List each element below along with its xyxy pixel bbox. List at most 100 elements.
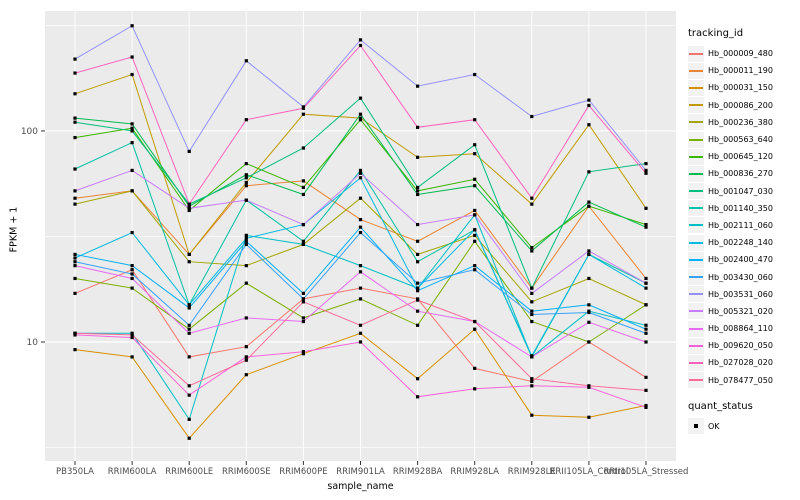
legend-label: Hb_000086_200 — [708, 100, 773, 110]
data-point — [130, 72, 134, 77]
data-point — [130, 230, 134, 235]
data-point — [130, 276, 134, 281]
data-point — [530, 384, 534, 388]
data-point — [358, 112, 363, 116]
data-point — [587, 276, 591, 281]
data-point — [244, 358, 248, 362]
data-point — [416, 155, 420, 159]
data-point — [587, 200, 591, 204]
data-point — [187, 417, 191, 421]
data-point — [73, 260, 77, 264]
data-point — [473, 72, 477, 77]
legend-line-swatch — [689, 121, 703, 124]
data-point — [73, 333, 77, 337]
data-point — [530, 300, 534, 304]
data-point — [130, 126, 134, 130]
data-point — [187, 260, 191, 264]
data-point — [358, 118, 363, 122]
data-point — [244, 373, 248, 377]
data-point — [416, 222, 420, 227]
data-point — [530, 114, 534, 119]
data-point — [644, 303, 648, 307]
data-point — [130, 355, 134, 359]
x-tick-label: RRIM901LA — [336, 467, 385, 477]
data-point — [187, 149, 191, 153]
legend-entry: Hb_008864_110 — [688, 320, 798, 337]
data-point — [358, 43, 363, 48]
data-point — [530, 196, 534, 200]
data-point — [473, 208, 477, 213]
data-point — [301, 239, 305, 243]
data-point — [73, 202, 77, 206]
data-point — [301, 242, 305, 246]
data-point — [644, 403, 648, 408]
data-point — [473, 327, 477, 331]
legend-entry: Hb_003531_060 — [688, 286, 798, 303]
square-point-icon — [694, 424, 698, 429]
legend-line-swatch — [689, 172, 703, 175]
legend-line-swatch — [689, 310, 703, 313]
data-point — [187, 303, 191, 307]
data-point — [244, 59, 248, 63]
data-point — [473, 177, 477, 181]
data-point — [244, 239, 248, 243]
legend-entries: Hb_000009_480 Hb_000011_190 Hb_000031_150 H… — [688, 45, 798, 389]
data-point — [301, 185, 305, 190]
data-point — [301, 350, 305, 354]
legend-label: Hb_000836_270 — [708, 169, 773, 179]
data-point — [530, 312, 534, 317]
data-point — [301, 319, 305, 324]
legend-label: Hb_003531_060 — [708, 289, 773, 299]
data-point — [244, 180, 248, 185]
data-point — [530, 355, 534, 359]
data-point — [358, 218, 363, 222]
data-point — [644, 286, 648, 290]
legend-entry: Hb_000009_480 — [688, 45, 798, 62]
quant-status-entry: OK — [688, 418, 798, 435]
data-point — [73, 348, 77, 352]
legend-label: Hb_009620_050 — [708, 341, 773, 351]
data-point — [244, 264, 248, 268]
legend-key — [688, 183, 704, 200]
data-point — [358, 168, 363, 173]
data-point — [530, 377, 534, 381]
data-point — [644, 222, 648, 227]
x-tick-label: RRII105LA_Control — [550, 467, 629, 477]
data-point — [130, 189, 134, 193]
data-point — [587, 415, 591, 419]
legend-key — [688, 337, 704, 354]
data-point — [73, 92, 77, 96]
data-point — [416, 84, 420, 88]
quant-status-key — [688, 418, 704, 435]
legend-label: Hb_005321_020 — [708, 306, 773, 316]
x-tick-label: RRIM600LA — [108, 467, 157, 477]
data-point — [73, 135, 77, 140]
data-point — [644, 281, 648, 285]
data-point — [73, 57, 77, 61]
legend-line-swatch — [689, 344, 703, 347]
data-point — [244, 184, 248, 188]
legend-label: Hb_000031_150 — [708, 83, 773, 93]
data-point — [301, 179, 305, 183]
data-point — [244, 118, 248, 122]
quant-status-legend: quant_status OK — [688, 401, 798, 435]
legend-key — [688, 303, 704, 320]
legend-key — [688, 165, 704, 182]
data-point — [301, 106, 305, 110]
data-point — [416, 298, 420, 302]
legend-entry: Hb_078477_050 — [688, 372, 798, 389]
data-point — [587, 103, 591, 108]
data-point — [358, 196, 363, 200]
data-point — [187, 355, 191, 359]
legend-entry: Hb_000031_150 — [688, 79, 798, 96]
data-point — [73, 256, 77, 260]
legend-key — [688, 131, 704, 148]
data-point — [130, 268, 134, 272]
legend-entry: Hb_027028_020 — [688, 354, 798, 371]
data-point — [416, 289, 420, 293]
data-point — [644, 323, 648, 327]
legend-line-swatch — [689, 155, 703, 158]
data-point — [358, 331, 363, 335]
data-point — [358, 230, 363, 235]
legend-key — [688, 372, 704, 389]
